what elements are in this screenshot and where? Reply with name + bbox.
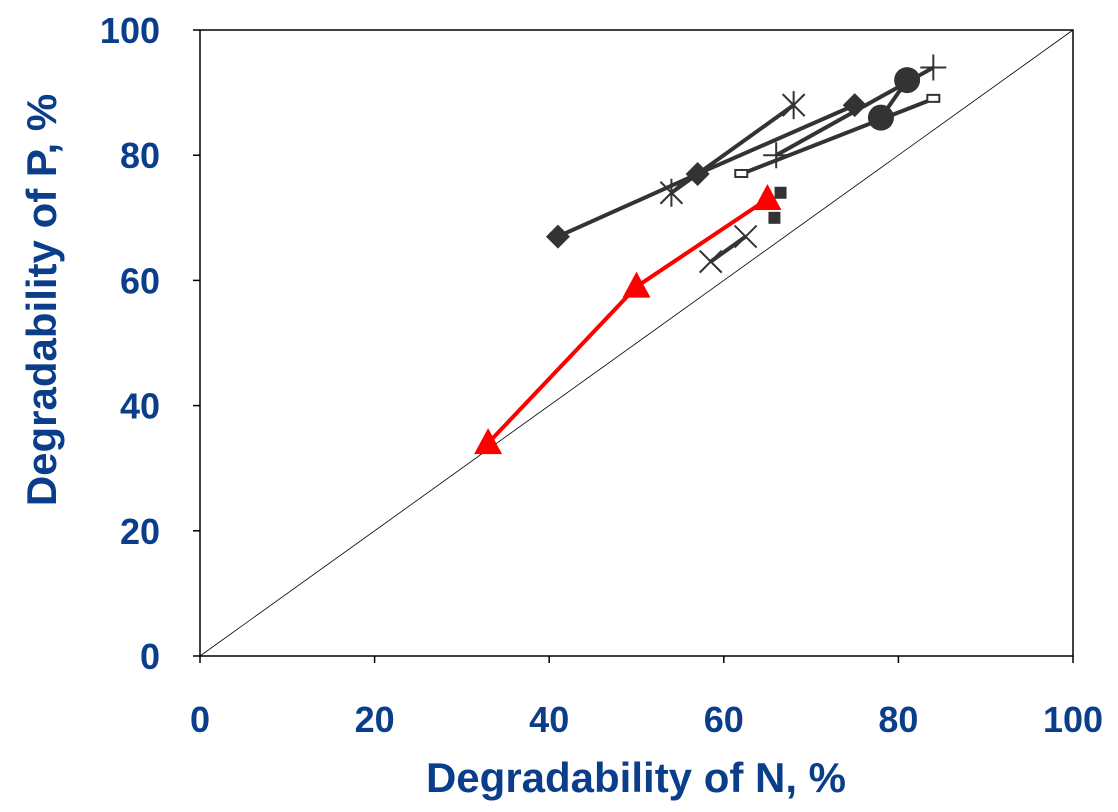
x-axis: 0 20 40 60 80 100 [190, 656, 1103, 740]
triangle-marker [753, 184, 782, 211]
series-line [740, 96, 935, 176]
series-square [768, 186, 787, 224]
x-tick-label: 0 [190, 699, 210, 740]
x-marker [733, 224, 758, 249]
diamond-marker [842, 93, 867, 118]
rectangle-marker [926, 93, 941, 103]
x-tick-label: 100 [1043, 699, 1103, 740]
y-tick-label: 80 [120, 135, 160, 176]
diamond-marker [545, 224, 570, 249]
series-open-rectangle [734, 93, 941, 178]
x-axis-title: Degradability of N, % [426, 754, 846, 801]
x-tick-label: 60 [704, 699, 744, 740]
square-marker [768, 211, 781, 224]
triangle-marker [474, 428, 503, 455]
series-triangle [474, 184, 782, 455]
plus-marker [920, 54, 947, 81]
series-layer [474, 54, 947, 455]
asterisk-marker [659, 178, 684, 207]
square-marker [774, 186, 787, 199]
y-axis-title: Degradability of P, % [18, 94, 65, 506]
asterisk-marker [781, 91, 806, 120]
y-axis: 0 20 40 60 80 100 [100, 10, 200, 677]
series-asterisk [659, 91, 806, 207]
x-tick-label: 20 [355, 699, 395, 740]
series-x [698, 224, 758, 274]
series-line [709, 234, 747, 264]
x-tick-label: 80 [878, 699, 918, 740]
series-line [670, 103, 795, 195]
y-tick-label: 60 [120, 260, 160, 301]
y-tick-label: 20 [120, 511, 160, 552]
y-tick-label: 0 [140, 636, 160, 677]
series-line [775, 65, 935, 157]
y-tick-label: 100 [100, 10, 160, 51]
y-tick-label: 40 [120, 386, 160, 427]
triangle-marker [622, 271, 651, 298]
rectangle-marker [734, 168, 749, 178]
x-tick-label: 40 [529, 699, 569, 740]
reference-line [199, 29, 1074, 657]
x-marker [698, 249, 723, 274]
